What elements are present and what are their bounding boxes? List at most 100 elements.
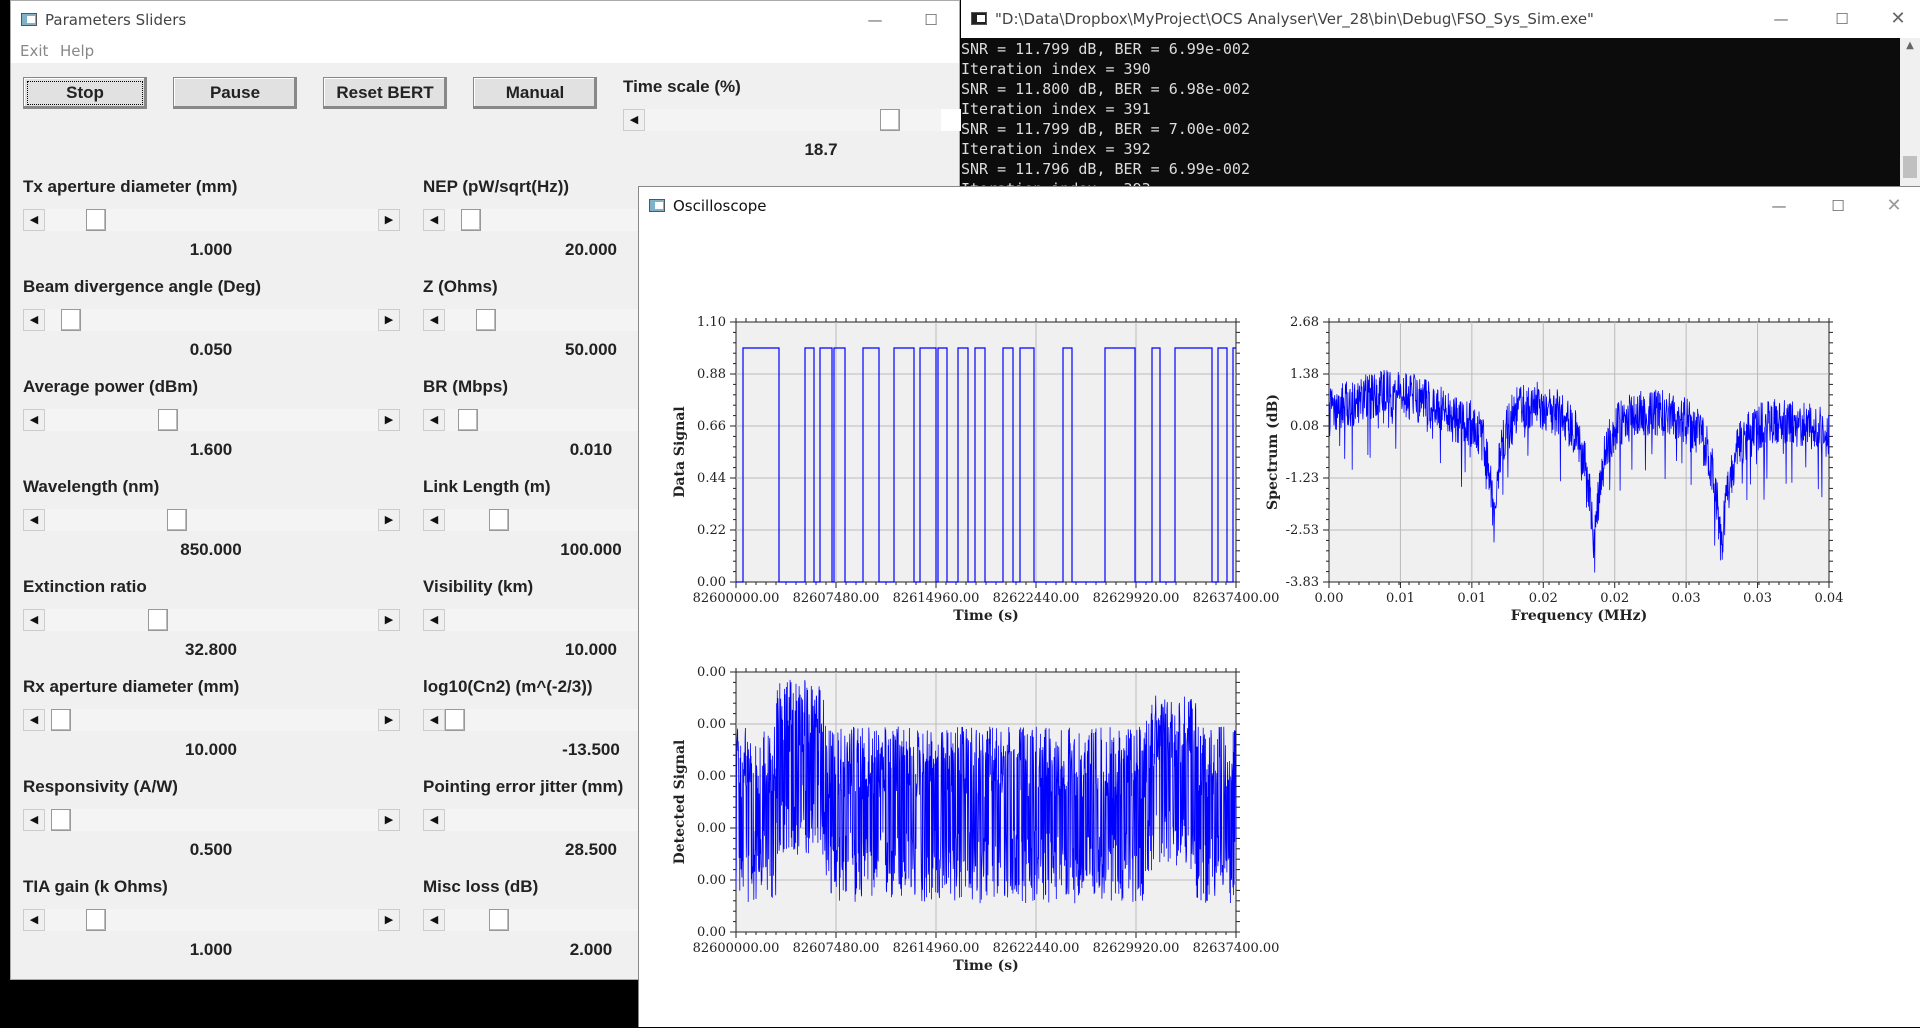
y-tick-label: -2.53 (1286, 523, 1319, 538)
window-title: Parameters Sliders (45, 11, 187, 29)
param-slider[interactable]: ◀▶ (23, 809, 400, 831)
slider-track[interactable] (645, 109, 941, 131)
slider-thumb[interactable] (461, 209, 481, 231)
param-label: Link Length (m) (423, 477, 551, 496)
scroll-right-icon[interactable]: ▶ (378, 609, 400, 631)
slider-track[interactable] (45, 309, 378, 331)
y-tick-label: 1.38 (1290, 367, 1319, 382)
scroll-left-icon[interactable]: ◀ (423, 409, 445, 431)
minimize-icon[interactable]: — (1771, 197, 1787, 215)
scroll-left-icon[interactable]: ◀ (423, 309, 445, 331)
time-scale-slider[interactable]: ◀ (623, 109, 963, 131)
params-titlebar[interactable]: Parameters Sliders — ☐ (11, 1, 959, 39)
stop-button[interactable]: Stop (23, 77, 147, 109)
scroll-right-icon[interactable]: ▶ (378, 309, 400, 331)
console-titlebar[interactable]: "D:\Data\Dropbox\MyProject\OCS Analyser\… (961, 0, 1920, 38)
minimize-icon[interactable]: — (867, 11, 883, 29)
param-slider[interactable]: ◀▶ (23, 909, 400, 931)
reset-bert-button[interactable]: Reset BERT (323, 77, 447, 109)
param-value: 0.500 (189, 840, 233, 859)
slider-thumb[interactable] (445, 709, 465, 731)
param-slider[interactable]: ◀▶ (23, 609, 400, 631)
param-value: 50.000 (565, 340, 617, 359)
maximize-icon[interactable]: ☐ (1831, 197, 1845, 215)
menu-help[interactable]: Help (60, 42, 94, 60)
menu-exit[interactable]: Exit (20, 42, 48, 60)
scroll-left-icon[interactable]: ◀ (23, 909, 45, 931)
slider-thumb[interactable] (86, 909, 106, 931)
scroll-left-icon[interactable]: ◀ (23, 609, 45, 631)
slider-track[interactable] (45, 909, 378, 931)
x-tick-label: 82600000.00 (693, 941, 780, 956)
slider-thumb[interactable] (61, 309, 81, 331)
scroll-left-icon[interactable]: ◀ (423, 709, 445, 731)
scroll-left-icon[interactable]: ◀ (23, 409, 45, 431)
scroll-left-icon[interactable]: ◀ (423, 209, 445, 231)
scroll-left-icon[interactable]: ◀ (623, 109, 645, 131)
console-window: "D:\Data\Dropbox\MyProject\OCS Analyser\… (961, 0, 1920, 198)
param-label: TIA gain (k Ohms) (23, 877, 168, 896)
param-slider[interactable]: ◀▶ (23, 509, 400, 531)
x-tick-label: 0.00 (1315, 591, 1344, 606)
param-label: BR (Mbps) (423, 377, 508, 396)
slider-thumb[interactable] (880, 109, 900, 131)
x-axis-label: Time (s) (953, 608, 1018, 624)
slider-thumb[interactable] (148, 609, 168, 631)
slider-track[interactable] (45, 509, 378, 531)
param-slider[interactable]: ◀▶ (23, 209, 400, 231)
scroll-right-icon[interactable]: ▶ (378, 909, 400, 931)
console-title: "D:\Data\Dropbox\MyProject\OCS Analyser\… (995, 10, 1594, 28)
console-scrollbar[interactable]: ▲ (1900, 38, 1920, 186)
console-line: SNR = 11.796 dB, BER = 6.99e-002 (961, 160, 1250, 178)
slider-thumb[interactable] (167, 509, 187, 531)
slider-thumb[interactable] (476, 309, 496, 331)
param-slider[interactable]: ◀▶ (23, 409, 400, 431)
minimize-icon[interactable]: — (1773, 10, 1789, 28)
scroll-left-icon[interactable]: ◀ (23, 509, 45, 531)
slider-track[interactable] (45, 409, 378, 431)
param-slider[interactable]: ◀▶ (23, 309, 400, 331)
scroll-left-icon[interactable]: ◀ (423, 809, 445, 831)
scroll-left-icon[interactable]: ◀ (423, 909, 445, 931)
param-slider[interactable]: ◀▶ (23, 709, 400, 731)
maximize-icon[interactable]: ☐ (1835, 10, 1849, 28)
close-icon[interactable]: ✕ (1890, 8, 1906, 29)
scroll-left-icon[interactable]: ◀ (423, 609, 445, 631)
param-label: Visibility (km) (423, 577, 534, 596)
scroll-left-icon[interactable]: ◀ (23, 209, 45, 231)
slider-track[interactable] (45, 609, 378, 631)
slider-thumb[interactable] (51, 709, 71, 731)
slider-track[interactable] (45, 709, 378, 731)
slider-thumb[interactable] (158, 409, 178, 431)
y-tick-label: 0.00 (697, 769, 726, 784)
slider-thumb[interactable] (51, 809, 71, 831)
slider-thumb[interactable] (86, 209, 106, 231)
scroll-left-icon[interactable]: ◀ (423, 509, 445, 531)
console-line: Iteration index = 390 (961, 60, 1151, 78)
close-icon[interactable]: ✕ (1886, 195, 1902, 216)
scroll-thumb[interactable] (1903, 156, 1917, 178)
scroll-left-icon[interactable]: ◀ (23, 809, 45, 831)
manual-button[interactable]: Manual (473, 77, 597, 109)
slider-thumb[interactable] (458, 409, 478, 431)
scroll-right-icon[interactable]: ▶ (378, 809, 400, 831)
scroll-up-icon[interactable]: ▲ (1906, 40, 1914, 51)
param-label: Average power (dBm) (23, 377, 199, 396)
scroll-right-icon[interactable]: ▶ (378, 409, 400, 431)
slider-thumb[interactable] (489, 509, 509, 531)
param-label: Z (Ohms) (423, 277, 498, 296)
x-tick-label: 82607480.00 (793, 941, 880, 956)
slider-track[interactable] (45, 209, 378, 231)
pause-button[interactable]: Pause (173, 77, 297, 109)
scroll-right-icon[interactable]: ▶ (378, 509, 400, 531)
y-tick-label: 0.44 (697, 471, 726, 486)
slider-track[interactable] (45, 809, 378, 831)
scroll-left-icon[interactable]: ◀ (23, 709, 45, 731)
scroll-left-icon[interactable]: ◀ (23, 309, 45, 331)
scroll-right-icon[interactable]: ▶ (378, 209, 400, 231)
scope-titlebar[interactable]: Oscilloscope — ☐ ✕ (639, 187, 1920, 225)
scroll-right-icon[interactable]: ▶ (378, 709, 400, 731)
slider-thumb[interactable] (489, 909, 509, 931)
param-label: Pointing error jitter (mm) (423, 777, 624, 796)
maximize-icon[interactable]: ☐ (924, 11, 938, 29)
